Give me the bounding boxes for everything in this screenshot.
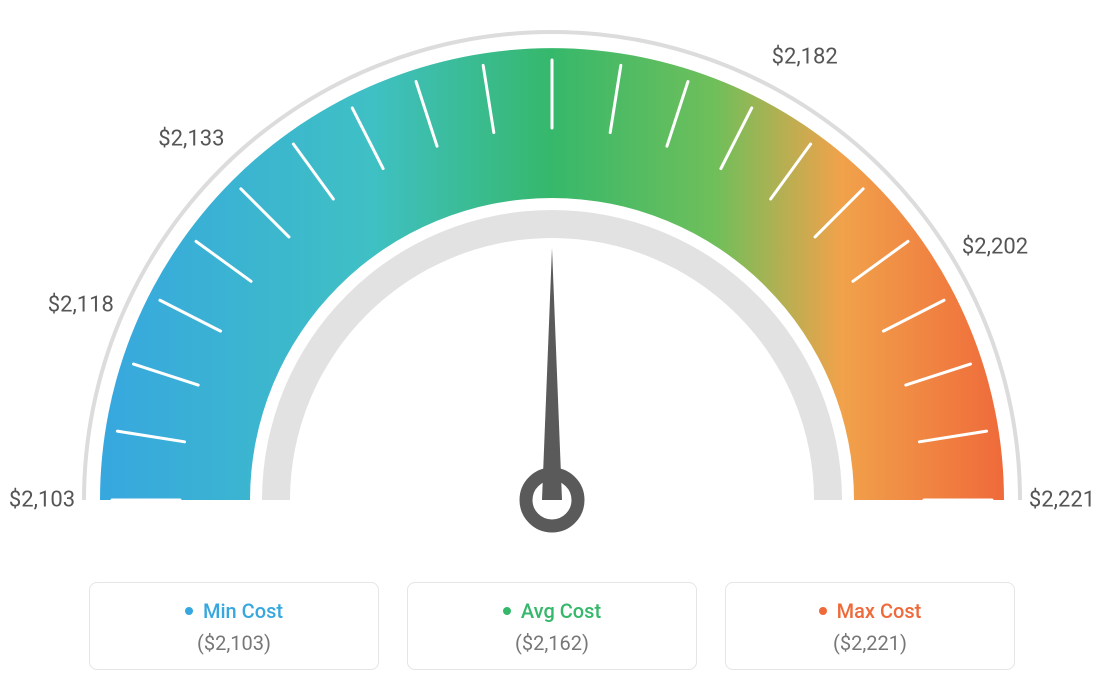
gauge-tick-label: $2,182: [772, 44, 838, 69]
legend-row: Min Cost ($2,103) Avg Cost ($2,162) Max Cost…: [0, 582, 1104, 670]
gauge-tick-label: $2,221: [1029, 488, 1095, 513]
legend-value: ($2,103): [110, 631, 358, 655]
legend-value: ($2,221): [746, 631, 994, 655]
legend-title: Max Cost: [819, 599, 922, 623]
chart-wrapper: $2,103 $2,118 $2,133 $2,162 $2,182 $2,202 $2,2…: [0, 0, 1104, 690]
gauge-tick-label: $2,133: [158, 127, 224, 152]
legend-title-text: Avg Cost: [521, 599, 601, 623]
gauge-tick-label: $2,162: [519, 0, 585, 3]
gauge-svg: [0, 0, 1104, 560]
gauge-tick-label: $2,118: [48, 292, 114, 317]
legend-dot-icon: [819, 607, 827, 615]
legend-title-text: Max Cost: [837, 599, 922, 623]
gauge-area: $2,103 $2,118 $2,133 $2,162 $2,182 $2,202 $2,2…: [0, 0, 1104, 560]
legend-title: Avg Cost: [503, 599, 601, 623]
legend-value: ($2,162): [428, 631, 676, 655]
legend-dot-icon: [503, 607, 511, 615]
legend-card: Avg Cost ($2,162): [407, 582, 697, 670]
gauge-tick-label: $2,103: [9, 488, 75, 513]
legend-title: Min Cost: [185, 599, 283, 623]
legend-title-text: Min Cost: [203, 599, 283, 623]
gauge-tick-label: $2,202: [962, 235, 1028, 260]
legend-dot-icon: [185, 607, 193, 615]
legend-card: Max Cost ($2,221): [725, 582, 1015, 670]
legend-card: Min Cost ($2,103): [89, 582, 379, 670]
